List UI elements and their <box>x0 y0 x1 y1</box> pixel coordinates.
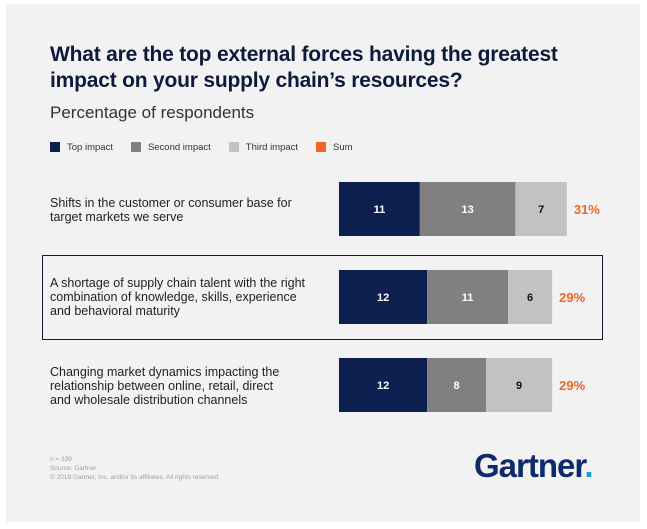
bar-second-impact <box>427 270 509 324</box>
bar-third-impact <box>515 182 567 236</box>
bar-top-impact <box>339 182 420 236</box>
category-label-line: A shortage of supply chain talent with t… <box>50 276 306 290</box>
sum-label: 29% <box>559 290 585 305</box>
bar-third-impact <box>486 358 553 412</box>
bar-value-label: 11 <box>462 292 474 304</box>
category-label-line: combination of knowledge, skills, experi… <box>50 290 297 304</box>
sample-size: n = 339 <box>50 456 72 463</box>
legend-swatch-top-impact <box>50 142 60 152</box>
category-label-line: Shifts in the customer or consumer base … <box>50 196 292 210</box>
bar-value-label: 13 <box>462 204 474 216</box>
category-label-2: A shortage of supply chain talent with t… <box>50 276 330 318</box>
copyright-line: © 2019 Gartner, Inc. and/or its affiliat… <box>50 474 220 481</box>
gartner-logo: Gartner. <box>474 447 594 485</box>
legend-item-sum: Sum <box>316 142 353 153</box>
category-label-1: Shifts in the customer or consumer base … <box>50 196 330 224</box>
bar-value-label: 8 <box>454 380 460 392</box>
legend-label-top-impact: Top impact <box>67 141 113 153</box>
category-label-line: target markets we serve <box>50 210 184 224</box>
chart-card <box>6 4 640 522</box>
sum-label: 29% <box>559 378 585 393</box>
legend-item-third-impact: Third impact <box>228 141 299 153</box>
bar-third-impact <box>508 270 553 324</box>
highlight-box <box>42 255 603 340</box>
legend-label-second-impact: Second impact <box>147 141 211 153</box>
category-label-line: Changing market dynamics impacting the <box>50 365 280 379</box>
legend-label-third-impact: Third impact <box>245 141 299 153</box>
bar-top-impact <box>339 358 428 412</box>
bar-value-label: 7 <box>538 204 544 216</box>
legend-label-sum: Sum <box>333 141 353 153</box>
category-label-line: relationship between online, retail, dir… <box>50 379 274 393</box>
legend-swatch-third-impact <box>228 142 239 152</box>
category-label-line: and behavioral maturity <box>50 304 180 318</box>
legend-swatch-second-impact <box>130 142 141 152</box>
legend: Top impact Second impact Third impact Su… <box>50 140 371 154</box>
category-label-line: and wholesale distribution channels <box>50 393 248 407</box>
bar-top-impact <box>339 270 428 324</box>
logo-dot: . <box>584 447 593 484</box>
category-label-3: Changing market dynamics impacting the r… <box>50 365 330 407</box>
bar-value-label: 12 <box>377 380 389 392</box>
chart-subtitle: Percentage of respondents <box>50 103 255 122</box>
legend-swatch-sum <box>316 142 327 152</box>
sum-label: 31% <box>574 202 600 217</box>
bar-value-label: 11 <box>374 204 386 216</box>
bar-value-label: 9 <box>516 380 522 392</box>
bar-second-impact <box>419 182 516 236</box>
chart-title: What are the top external forces having … <box>50 43 558 92</box>
bar-second-impact <box>427 358 486 412</box>
legend-item-top-impact: Top impact <box>50 142 113 153</box>
logo-text: Gartner <box>474 447 585 484</box>
bar-value-label: 6 <box>527 292 533 304</box>
source-note: n = 339 Source: Gartner © 2019 Gartner, … <box>50 455 220 482</box>
bar-value-label: 12 <box>377 292 389 304</box>
source-line: Source: Gartner <box>50 465 97 472</box>
legend-item-second-impact: Second impact <box>130 141 211 153</box>
